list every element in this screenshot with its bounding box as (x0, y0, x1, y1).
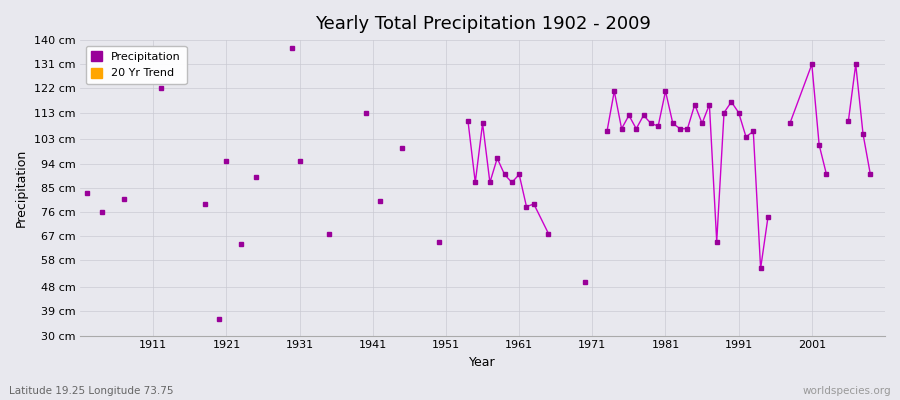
X-axis label: Year: Year (469, 356, 496, 369)
Legend: Precipitation, 20 Yr Trend: Precipitation, 20 Yr Trend (86, 46, 186, 84)
Y-axis label: Precipitation: Precipitation (15, 149, 28, 227)
Title: Yearly Total Precipitation 1902 - 2009: Yearly Total Precipitation 1902 - 2009 (315, 15, 651, 33)
Text: worldspecies.org: worldspecies.org (803, 386, 891, 396)
Text: Latitude 19.25 Longitude 73.75: Latitude 19.25 Longitude 73.75 (9, 386, 174, 396)
